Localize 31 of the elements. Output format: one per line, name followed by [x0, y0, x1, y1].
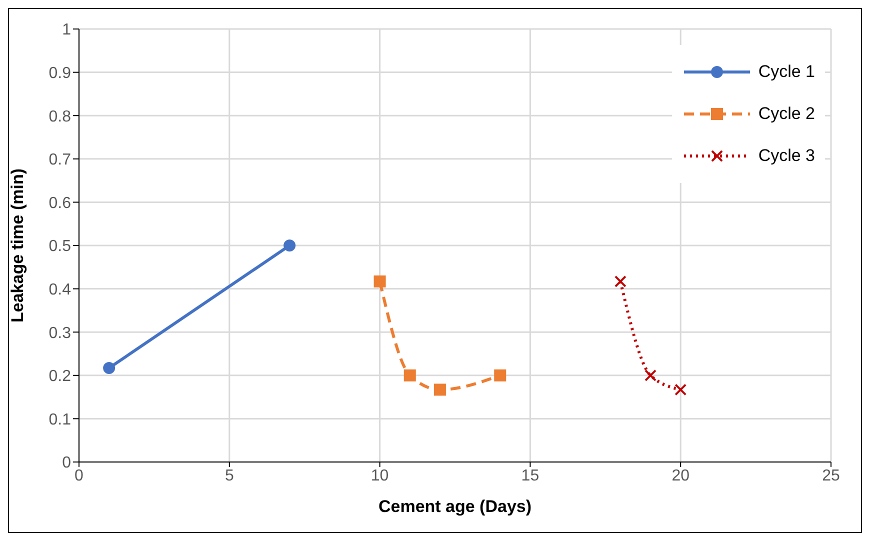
y-tick-label: 0.3: [48, 324, 72, 342]
y-tick-label: 0.1: [48, 411, 72, 428]
point: [284, 240, 296, 252]
x-tick-label: 10: [370, 467, 389, 484]
y-tick-label: 0.5: [48, 238, 72, 256]
y-tick-label: 0.2: [48, 368, 72, 386]
point: [614, 275, 626, 288]
point: [644, 369, 657, 382]
point: [103, 362, 116, 374]
point: [374, 275, 386, 288]
x-tick-label: 25: [822, 467, 840, 484]
y-tick-label: 0.8: [48, 108, 72, 126]
y-tick-label: 0.4: [48, 281, 72, 298]
x-tick-label: 20: [672, 467, 690, 484]
point: [674, 384, 687, 396]
point: [404, 369, 416, 382]
y-tick-label: 0: [62, 454, 72, 472]
legend-label: Cycle 2: [758, 104, 815, 124]
point: [434, 384, 446, 396]
y-axis-title: Leakage time (min): [8, 168, 28, 322]
point: [494, 369, 506, 382]
legend-label: Cycle 1: [758, 62, 815, 82]
x-tick-label: 0: [74, 467, 84, 484]
x-tick-label: 15: [521, 467, 540, 484]
legend-label: Cycle 3: [758, 146, 815, 166]
y-tick-label: 1: [62, 22, 72, 39]
y-tick-label: 0.6: [48, 194, 72, 212]
x-tick-label: 5: [224, 467, 234, 484]
x-axis-title: Cement age (Days): [378, 497, 532, 516]
y-tick-label: 0.9: [48, 64, 72, 82]
y-tick-label: 0.7: [48, 152, 72, 169]
